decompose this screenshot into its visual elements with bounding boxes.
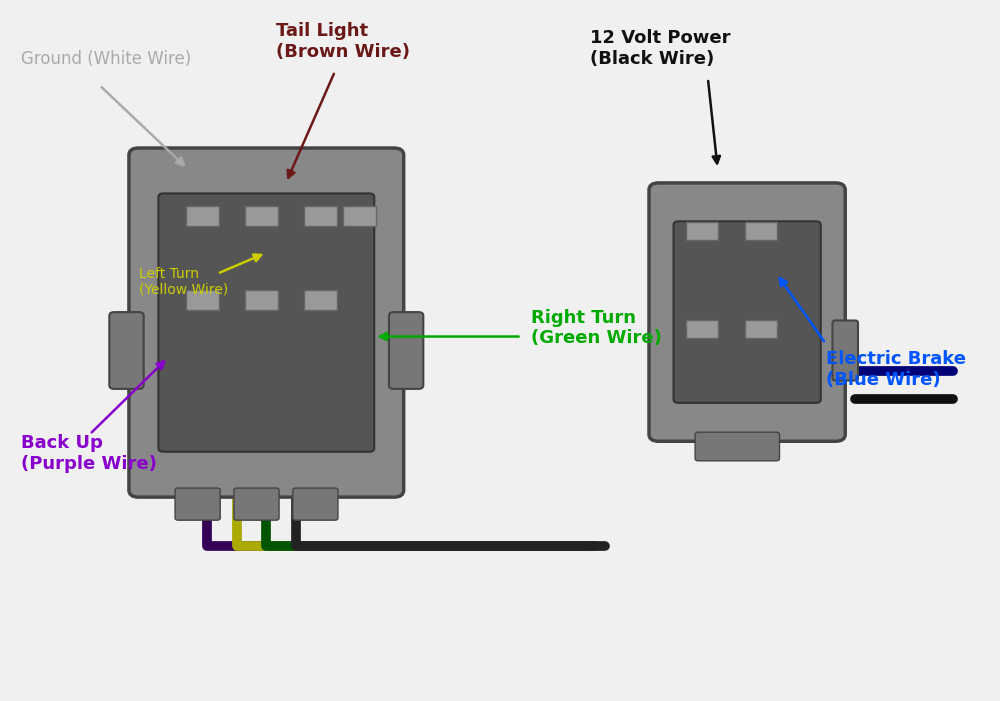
- FancyBboxPatch shape: [245, 206, 278, 226]
- FancyBboxPatch shape: [245, 290, 278, 310]
- FancyBboxPatch shape: [304, 206, 337, 226]
- FancyBboxPatch shape: [109, 312, 144, 389]
- Text: Electric Brake
(Blue Wire): Electric Brake (Blue Wire): [826, 350, 966, 389]
- Text: Tail Light
(Brown Wire): Tail Light (Brown Wire): [276, 22, 410, 61]
- FancyBboxPatch shape: [686, 320, 718, 338]
- FancyBboxPatch shape: [343, 206, 376, 226]
- Text: Left Turn
(Yellow Wire): Left Turn (Yellow Wire): [139, 266, 228, 297]
- Text: Back Up
(Purple Wire): Back Up (Purple Wire): [21, 435, 157, 473]
- FancyBboxPatch shape: [158, 193, 374, 451]
- FancyBboxPatch shape: [129, 148, 404, 497]
- FancyBboxPatch shape: [175, 488, 220, 520]
- FancyBboxPatch shape: [234, 488, 279, 520]
- FancyBboxPatch shape: [695, 433, 779, 461]
- FancyBboxPatch shape: [674, 222, 821, 403]
- FancyBboxPatch shape: [649, 183, 845, 441]
- FancyBboxPatch shape: [304, 290, 337, 310]
- FancyBboxPatch shape: [186, 206, 219, 226]
- FancyBboxPatch shape: [293, 488, 338, 520]
- Text: Ground (White Wire): Ground (White Wire): [21, 50, 191, 68]
- FancyBboxPatch shape: [832, 320, 858, 381]
- Text: 12 Volt Power
(Black Wire): 12 Volt Power (Black Wire): [590, 29, 731, 68]
- Text: Right Turn
(Green Wire): Right Turn (Green Wire): [531, 308, 662, 348]
- FancyBboxPatch shape: [686, 222, 718, 240]
- FancyBboxPatch shape: [745, 222, 777, 240]
- FancyBboxPatch shape: [389, 312, 423, 389]
- FancyBboxPatch shape: [745, 320, 777, 338]
- FancyBboxPatch shape: [186, 290, 219, 310]
